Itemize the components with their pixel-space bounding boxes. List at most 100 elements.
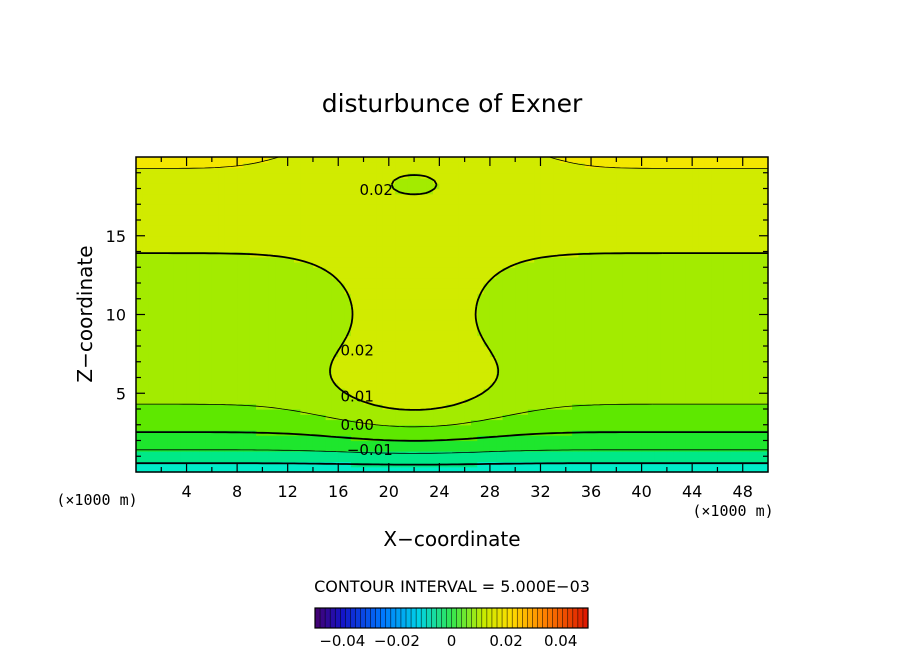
field-cell	[515, 330, 523, 337]
field-cell	[464, 430, 472, 436]
field-cell	[584, 225, 592, 232]
field-cell	[173, 325, 181, 331]
field-cell	[142, 461, 150, 468]
field-cell	[192, 230, 200, 237]
field-cell	[369, 220, 377, 226]
field-cell	[654, 330, 662, 337]
field-cell	[256, 230, 263, 237]
field-cell	[591, 409, 598, 415]
field-cell	[319, 220, 327, 226]
field-cell	[136, 346, 143, 352]
field-cell	[136, 256, 143, 263]
field-cell	[572, 356, 579, 363]
field-cell	[572, 461, 579, 468]
field-cell	[711, 451, 719, 457]
field-cell	[414, 256, 421, 263]
field-cell	[382, 272, 390, 279]
field-cell	[698, 451, 706, 457]
field-cell	[755, 409, 763, 415]
field-cell	[154, 309, 162, 316]
field-cell	[224, 298, 232, 305]
field-cell	[173, 298, 181, 305]
field-cell	[742, 256, 750, 263]
field-cell	[546, 367, 554, 373]
field-cell	[414, 288, 421, 295]
field-cell	[679, 272, 687, 279]
field-cell	[154, 246, 162, 253]
field-cell	[496, 330, 504, 337]
field-cell	[344, 377, 352, 384]
field-cell	[704, 367, 712, 373]
field-cell	[294, 241, 301, 247]
field-cell	[452, 330, 459, 337]
field-cell	[685, 325, 693, 331]
field-cell	[414, 409, 421, 415]
field-cell	[477, 346, 485, 352]
field-cell	[281, 251, 289, 258]
field-cell	[717, 309, 725, 316]
field-cell	[312, 351, 320, 358]
field-cell	[730, 293, 737, 300]
field-cell	[325, 251, 333, 258]
field-cell	[148, 388, 156, 394]
field-cell	[192, 340, 200, 347]
field-cell	[540, 398, 548, 405]
field-cell	[382, 298, 390, 305]
field-cell	[294, 288, 301, 295]
field-cell	[294, 262, 301, 268]
field-cell	[698, 220, 706, 226]
field-cell	[761, 361, 769, 368]
field-cell	[376, 220, 384, 226]
field-cell	[755, 461, 763, 468]
field-cell	[723, 461, 731, 468]
field-cell	[679, 251, 687, 258]
field-cell	[622, 440, 630, 447]
field-cell	[205, 241, 213, 247]
field-cell	[578, 388, 586, 394]
field-cell	[237, 335, 245, 342]
field-cell	[344, 367, 352, 373]
field-cell	[730, 403, 737, 410]
field-cell	[464, 235, 472, 242]
field-cell	[306, 367, 314, 373]
field-cell	[395, 304, 403, 310]
field-cell	[521, 267, 529, 274]
field-cell	[597, 246, 605, 253]
field-cell	[306, 456, 314, 463]
field-cell	[616, 351, 624, 358]
field-cell	[565, 330, 573, 337]
field-cell	[281, 361, 289, 368]
field-cell	[730, 445, 737, 452]
field-cell	[268, 456, 276, 463]
field-cell	[395, 246, 403, 253]
field-cell	[249, 388, 257, 394]
field-cell	[224, 288, 232, 295]
field-cell	[477, 298, 485, 305]
field-cell	[647, 466, 655, 473]
field-cell	[363, 314, 371, 321]
field-cell	[243, 398, 251, 405]
field-cell	[300, 445, 308, 452]
field-cell	[584, 424, 592, 431]
field-cell	[338, 382, 346, 389]
field-cell	[584, 398, 592, 405]
field-cell	[344, 388, 352, 394]
field-cell	[692, 267, 700, 274]
field-cell	[395, 272, 403, 279]
field-cell	[420, 382, 428, 389]
field-cell	[395, 346, 403, 352]
field-cell	[660, 272, 668, 279]
field-cell	[685, 272, 693, 279]
field-cell	[679, 330, 687, 337]
field-cell	[540, 393, 548, 400]
field-cell	[218, 372, 226, 379]
field-cell	[262, 361, 270, 368]
field-cell	[376, 430, 384, 436]
field-cell	[439, 246, 447, 253]
field-cell	[628, 230, 636, 237]
field-cell	[407, 209, 415, 216]
field-cell	[464, 298, 472, 305]
field-cell	[136, 372, 143, 379]
field-cell	[268, 267, 276, 274]
field-cell	[148, 372, 156, 379]
